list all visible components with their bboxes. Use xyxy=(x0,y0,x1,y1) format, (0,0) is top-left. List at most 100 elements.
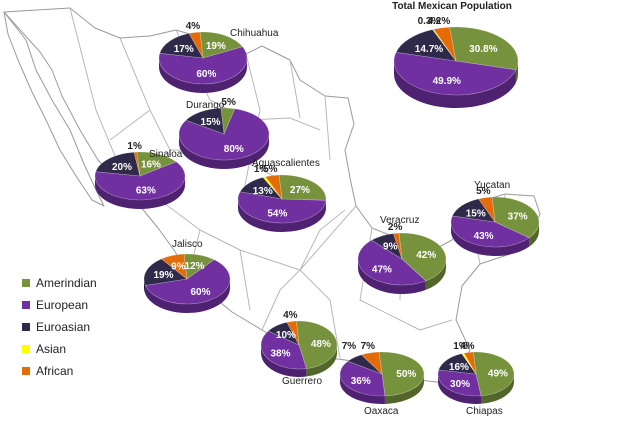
pie-side-amerindian xyxy=(529,222,539,247)
pie-side-european xyxy=(145,279,230,313)
pie-label-asian: 0.3% xyxy=(418,16,441,27)
pie-slice-european xyxy=(450,215,530,248)
pie-label-african: 4% xyxy=(283,310,298,321)
pie-label-euroasian: 15% xyxy=(201,117,221,128)
pie-label-european: 36% xyxy=(351,376,371,387)
pie-slice-european xyxy=(260,330,307,370)
legend-item-euroasian: Euroasian xyxy=(22,316,97,338)
pie-charts: 30.8% 49.9% 14.7% 0.3%4.2% Total Mexican Pop… xyxy=(94,1,540,417)
pie-slice-european xyxy=(94,161,186,201)
baja-california xyxy=(3,11,105,207)
legend-swatch-african xyxy=(22,367,30,375)
pie-side-amerindian xyxy=(306,345,337,377)
pie-slice-euroasian xyxy=(451,198,496,223)
pie-label-european: 54% xyxy=(267,209,287,220)
pie-side-euroasian xyxy=(144,279,146,295)
pie-label-african: 5% xyxy=(476,186,491,197)
legend-swatch-amerindian xyxy=(22,279,30,287)
pie-slice-euroasian xyxy=(267,321,300,346)
pie-slice-african xyxy=(188,31,204,59)
pie-title: Durango xyxy=(186,100,225,111)
pie-side-european xyxy=(340,374,385,405)
pie-label-euroasian: 17% xyxy=(174,44,194,55)
pie-label-euroasian: 7% xyxy=(342,341,357,352)
pie-slice-amerindian xyxy=(136,151,177,177)
pie-label-amerindian: 12% xyxy=(185,261,205,272)
pie-slice-asian xyxy=(432,28,457,62)
pie-label-euroasian: 14.7% xyxy=(415,44,443,55)
pie-slice-european xyxy=(237,191,327,224)
legend-label-amerindian: Amerindian xyxy=(36,276,97,290)
pie-slice-african xyxy=(265,174,283,201)
pie-jalisco: 12% 60% 19%9% Jalisco xyxy=(143,239,231,313)
pie-slice-amerindian xyxy=(296,320,338,369)
pie-slice-euroasian xyxy=(95,151,141,177)
legend-item-amerindian: Amerindian xyxy=(22,272,97,294)
pie-slice-african xyxy=(360,351,383,375)
pie-slice-euroasian xyxy=(371,233,403,260)
pie-title: Jalisco xyxy=(172,239,203,250)
pie-title: Sinaloa xyxy=(149,149,183,160)
pie-label-european: 49.9% xyxy=(433,76,461,87)
pie-side-european xyxy=(159,58,247,93)
pie-label-amerindian: 42% xyxy=(416,250,436,261)
pie-side-european xyxy=(179,134,269,169)
pie-title: Veracruz xyxy=(380,215,419,226)
pie-label-african: 4% xyxy=(186,21,201,32)
pie-label-african: 9% xyxy=(171,261,186,272)
pie-aguascalientes: 27% 54% 13% 1%5%Aguascalientes xyxy=(237,158,327,232)
pie-slice-european xyxy=(178,108,270,161)
pie-side-european xyxy=(238,199,326,232)
pie-label-asian: 1% xyxy=(453,341,468,352)
pie-label-african: 2% xyxy=(388,222,403,233)
pie-title: Guerrero xyxy=(282,376,322,387)
pie-slice-amerindian xyxy=(199,31,244,59)
pie-title: Total Mexican Population xyxy=(392,1,512,12)
pie-title: Chiapas xyxy=(466,406,503,417)
pie-title: Oaxaca xyxy=(364,406,399,417)
pie-label-african: 5% xyxy=(263,164,278,175)
pie-slice-european xyxy=(357,239,427,286)
pie-label-euroasian: 9% xyxy=(383,242,398,253)
legend-swatch-european xyxy=(22,301,30,309)
pie-slice-euroasian xyxy=(185,107,225,135)
pie-label-euroasian: 20% xyxy=(112,162,132,173)
legend-label-african: African xyxy=(36,364,74,378)
pie-slice-amerindian xyxy=(220,107,236,136)
pie-side-european xyxy=(261,345,307,378)
pie-label-european: 47% xyxy=(372,264,392,275)
legend-item-asian: Asian xyxy=(22,338,97,360)
legend-label-euroasian: Euroasian xyxy=(36,320,91,334)
pie-label-european: 80% xyxy=(224,144,244,155)
pie-label-african: 1% xyxy=(127,141,142,152)
pie-label-african: 4.2% xyxy=(427,16,450,27)
pie-slice-african xyxy=(133,151,141,177)
pie-label-amerindian: 49% xyxy=(488,369,508,380)
pie-slice-euroasian xyxy=(395,29,457,62)
legend-swatch-euroasian xyxy=(22,323,30,331)
pie-side-european xyxy=(358,259,426,295)
pie-label-european: 30% xyxy=(450,379,470,390)
pie-label-european: 38% xyxy=(270,349,290,360)
pie-side-amerindian xyxy=(384,374,425,404)
pie-slice-euroasian xyxy=(159,32,204,59)
legend: Amerindian European Euroasian Asian Afri… xyxy=(22,272,97,382)
pie-slice-african xyxy=(478,196,496,223)
pie-side-european xyxy=(394,61,516,109)
pie-chihuahua: 19% 60% 17% 4% Chihuahua xyxy=(158,21,279,93)
pie-label-amerindian: 50% xyxy=(396,369,416,380)
pie-slice-amerindian xyxy=(473,351,515,397)
pie-label-amerindian: 48% xyxy=(311,339,331,350)
pie-slice-african xyxy=(463,351,477,375)
pie-slice-amerindian xyxy=(183,253,215,280)
pie-label-amerindian: 37% xyxy=(508,211,528,222)
pie-title: Yucatan xyxy=(474,180,510,191)
pie-label-african: 4% xyxy=(460,341,475,352)
pie-title: Chihuahua xyxy=(230,28,279,39)
pie-slice-african xyxy=(433,26,457,62)
pie-label-asian: 1% xyxy=(254,164,269,175)
pie-slice-european xyxy=(393,51,517,96)
legend-item-african: African xyxy=(22,360,97,382)
pie-side-european xyxy=(95,176,185,209)
pie-veracruz: 42% 47% 9% 2%Veracruz xyxy=(357,215,447,295)
